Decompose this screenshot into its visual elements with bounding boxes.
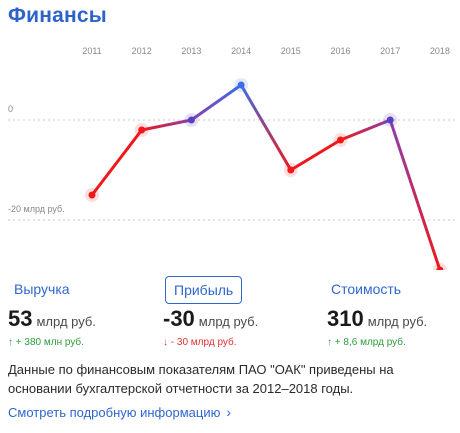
series-segment bbox=[239, 83, 293, 172]
x-tick-label: 2012 bbox=[132, 46, 152, 56]
x-tick-label: 2014 bbox=[231, 46, 251, 56]
tab-value[interactable]: Стоимость bbox=[331, 281, 402, 297]
profit-line-chart: 2011 2012 2013 2014 2015 2016 2017 2018 0 -20 млр… bbox=[8, 46, 455, 270]
data-point bbox=[337, 136, 344, 144]
x-tick-label: 2015 bbox=[281, 46, 301, 56]
series-segment bbox=[388, 118, 442, 270]
value-delta: ↑ + 8,6 млрд руб. bbox=[327, 337, 406, 348]
tab-profit[interactable]: Прибыль bbox=[165, 276, 243, 304]
profit-value-number: -30 bbox=[163, 306, 195, 331]
series-segment bbox=[289, 138, 342, 172]
metric-tabs: Выручка Прибыль Стоимость bbox=[0, 276, 460, 306]
revenue-value-unit: млрд руб. bbox=[36, 314, 96, 329]
value-value-unit: млрд руб. bbox=[367, 314, 428, 329]
x-tick-label: 2011 bbox=[82, 46, 101, 56]
more-info-link-label: Смотреть подробную информацию bbox=[8, 405, 221, 420]
x-tick-label: 2013 bbox=[181, 46, 201, 56]
value-value-number: 310 bbox=[327, 306, 364, 331]
profit-value-unit: млрд руб. bbox=[198, 314, 259, 329]
x-tick-label: 2018 bbox=[430, 46, 450, 56]
y-tick-label: -20 млрд руб. bbox=[8, 204, 65, 214]
more-info-link[interactable]: Смотреть подробную информацию › bbox=[8, 404, 231, 420]
y-tick-label: 0 bbox=[8, 104, 13, 114]
series-segment bbox=[339, 118, 392, 142]
revenue-delta: ↑ + 380 млн руб. bbox=[8, 337, 84, 348]
data-point bbox=[237, 81, 245, 89]
revenue-value-number: 53 bbox=[8, 306, 33, 331]
data-point bbox=[138, 126, 146, 134]
x-tick-label: 2017 bbox=[380, 46, 400, 56]
profit-delta: ↓ - 30 млрд руб. bbox=[163, 337, 237, 348]
revenue-value: 53 млрд руб. bbox=[8, 306, 96, 332]
data-source-note: Данные по финансовым показателям ПАО "ОА… bbox=[8, 362, 394, 396]
tab-revenue[interactable]: Выручка bbox=[14, 281, 70, 297]
data-point bbox=[287, 166, 295, 174]
series-segment bbox=[189, 83, 243, 122]
data-point bbox=[436, 266, 444, 270]
data-point bbox=[88, 191, 96, 199]
chevron-right-icon: › bbox=[226, 404, 232, 420]
x-tick-label: 2016 bbox=[330, 46, 350, 56]
data-point bbox=[187, 116, 195, 124]
data-point bbox=[386, 116, 394, 124]
page-title: Финансы bbox=[8, 4, 107, 27]
series-segment bbox=[140, 118, 193, 132]
value-value: 310 млрд руб. bbox=[327, 306, 427, 332]
profit-value: -30 млрд руб. bbox=[163, 306, 258, 332]
series-segment bbox=[90, 128, 144, 197]
